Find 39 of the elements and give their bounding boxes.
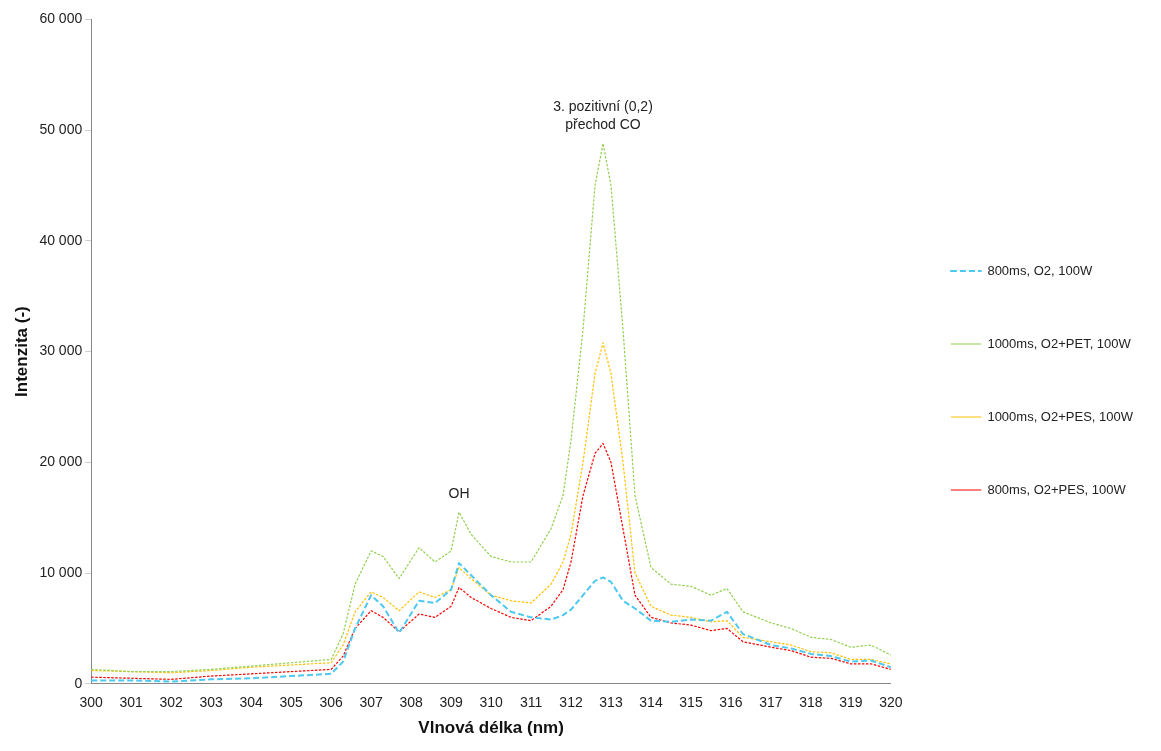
x-axis-title: Vlnová délka (nm) <box>418 718 564 738</box>
x-tick-label: 310 <box>479 694 503 711</box>
y-tick-label: 50 000 <box>39 120 83 137</box>
annotation: OH <box>448 485 470 502</box>
x-tick-label: 318 <box>799 694 823 711</box>
x-tick-label: 304 <box>239 694 264 711</box>
x-tick-label: 313 <box>599 694 623 711</box>
x-tick-label: 301 <box>119 694 144 711</box>
x-tick-label: 305 <box>279 694 304 711</box>
x-tick-label: 317 <box>759 694 783 711</box>
x-tick-label: 307 <box>359 694 383 711</box>
line-series <box>91 442 891 680</box>
x-tick-label: 319 <box>839 694 863 711</box>
y-tick-label: 10 000 <box>39 563 83 580</box>
legend-label: 800ms, O2+PES, 100W <box>987 481 1127 497</box>
x-tick-label: 303 <box>199 694 224 711</box>
y-axis-title: Intenzita (-) <box>11 306 31 397</box>
x-tick-label: 308 <box>399 694 423 711</box>
line-series <box>91 142 891 673</box>
x-tick-label: 312 <box>559 694 583 711</box>
x-tick-label: 316 <box>719 694 743 711</box>
legend-label: 1000ms, O2+PES, 100W <box>987 408 1134 424</box>
annotation: 3. pozitivní (0,2) přechod CO <box>553 98 653 133</box>
y-tick-label: 0 <box>74 674 83 691</box>
y-tick-label: 60 000 <box>39 10 83 27</box>
line-series <box>91 342 891 674</box>
y-tick-label: 20 000 <box>39 453 83 470</box>
y-tick-label: 30 000 <box>39 342 83 359</box>
x-tick-label: 309 <box>439 694 463 711</box>
y-tick-label: 40 000 <box>39 231 83 248</box>
x-tick-label: 320 <box>879 694 903 711</box>
x-tick-label: 315 <box>679 694 703 711</box>
legend-label: 1000ms, O2+PET, 100W <box>987 335 1132 351</box>
legend-label: 800ms, O2, 100W <box>987 262 1093 278</box>
x-tick-label: 314 <box>639 694 663 711</box>
x-tick-label: 300 <box>79 694 104 711</box>
x-tick-label: 306 <box>319 694 344 711</box>
x-tick-label: 302 <box>159 694 184 711</box>
x-tick-label: 311 <box>519 694 543 711</box>
